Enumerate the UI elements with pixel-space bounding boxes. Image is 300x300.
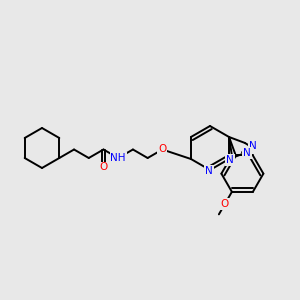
Text: O: O [158, 145, 166, 154]
Text: O: O [99, 163, 108, 172]
Text: N: N [249, 141, 257, 151]
Text: N: N [243, 148, 251, 158]
Text: O: O [221, 199, 229, 209]
Text: N: N [205, 166, 213, 176]
Text: N: N [226, 155, 234, 165]
Text: NH: NH [110, 153, 126, 163]
